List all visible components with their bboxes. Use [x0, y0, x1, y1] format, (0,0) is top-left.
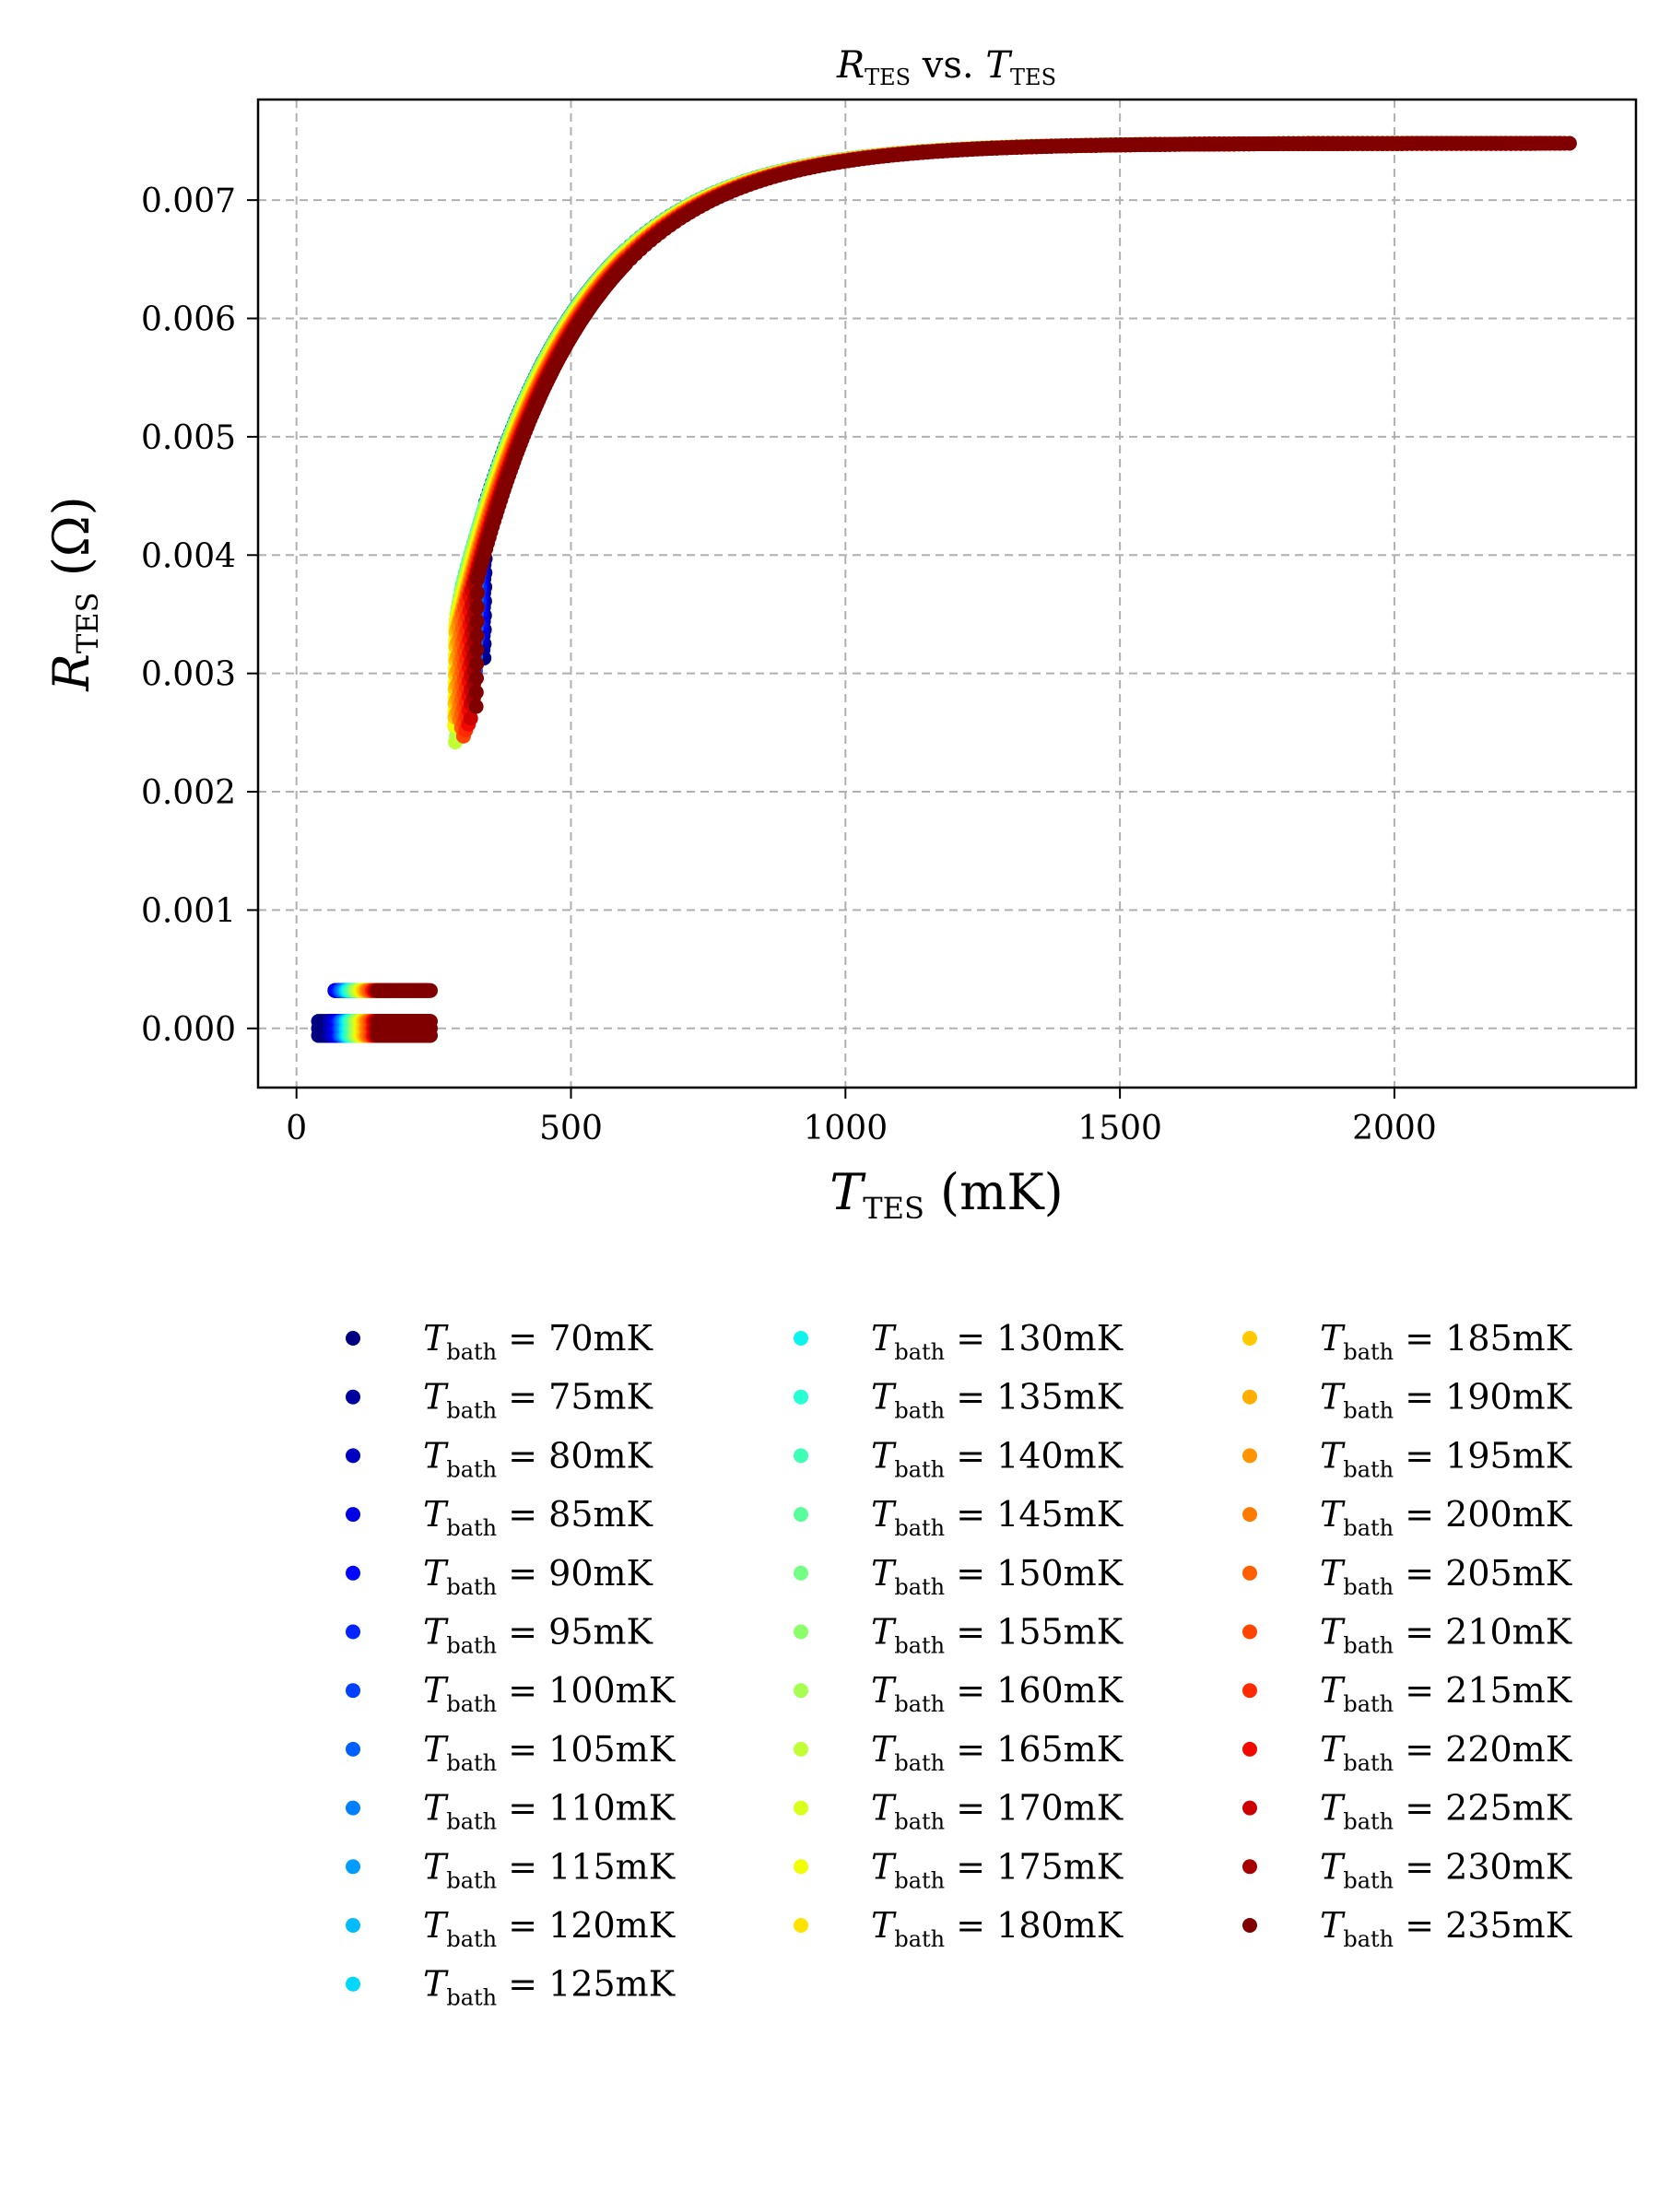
gridlines: [258, 100, 1636, 1088]
series-130mK: [341, 135, 1370, 1043]
series-135mK: [343, 135, 1376, 1043]
data-points: [311, 135, 1577, 1043]
series-125mK: [339, 135, 1360, 1043]
series-70mK: [311, 136, 1252, 1043]
series-145mK: [346, 135, 1399, 1043]
series-140mK: [344, 135, 1386, 1043]
